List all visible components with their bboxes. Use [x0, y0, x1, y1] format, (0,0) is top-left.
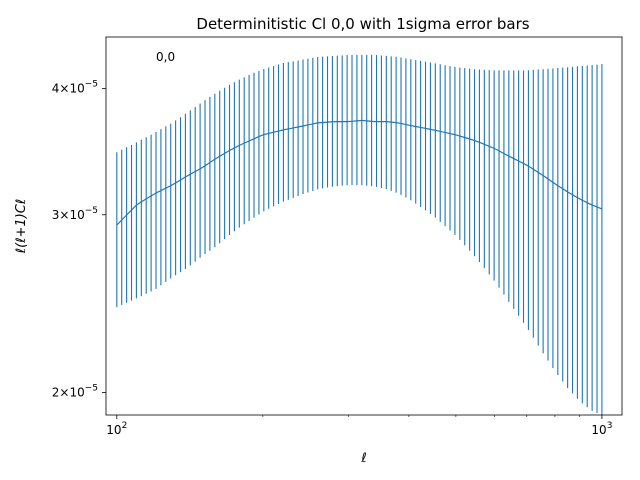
x-axis-label: ℓ [360, 451, 366, 466]
y-tick-label: 3×10−5 [52, 206, 98, 222]
annotation-label: 0,0 [156, 50, 175, 64]
plot-frame [105, 36, 623, 416]
y-tick-label: 4×10−5 [52, 80, 98, 96]
plot-area [116, 54, 603, 415]
y-axis-label: ℓ(ℓ+1)Cℓ [14, 199, 29, 255]
chart-title: Determinitistic Cl 0,0 with 1sigma error… [196, 15, 529, 33]
series-line [116, 119, 603, 226]
y-tick-label: 2×10−5 [52, 384, 98, 400]
